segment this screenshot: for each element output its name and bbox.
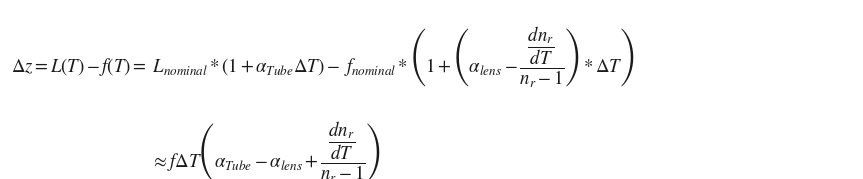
Text: $\approx f\Delta T \left(\alpha_{Tube} - \alpha_{lens} + \dfrac{\dfrac{dn_r}{dT}: $\approx f\Delta T \left(\alpha_{Tube} -… <box>151 120 381 179</box>
Text: $\Delta z = L(T) - f(T) = \ L_{nominal} * (1 + \alpha_{Tube}\Delta T) -\ f_{nomi: $\Delta z = L(T) - f(T) = \ L_{nominal} … <box>11 25 635 90</box>
